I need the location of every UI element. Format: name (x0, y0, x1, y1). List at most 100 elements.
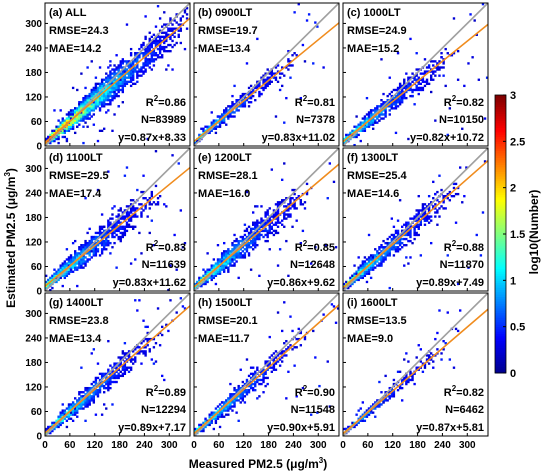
density-cell (82, 103, 85, 106)
density-cell (390, 105, 394, 108)
density-cell (69, 417, 73, 420)
density-cell (285, 209, 288, 212)
density-cell (71, 270, 75, 273)
density-cell (69, 403, 73, 406)
density-cell (361, 413, 365, 416)
density-cell (469, 13, 472, 16)
density-cell (272, 360, 276, 363)
density-cell (125, 368, 129, 371)
colorbar-segment (495, 238, 506, 242)
density-cell (115, 94, 118, 98)
density-cell (417, 92, 420, 96)
density-cell (266, 211, 269, 214)
density-cell (123, 70, 127, 73)
density-cell (438, 60, 441, 63)
colorbar-segment (495, 352, 506, 355)
density-cell (369, 121, 373, 124)
density-cell (293, 205, 296, 208)
density-cell (396, 389, 400, 392)
density-cell (216, 415, 220, 418)
density-cell (113, 225, 116, 228)
density-cell (432, 360, 435, 363)
density-cell (74, 117, 77, 120)
density-cell (417, 211, 420, 214)
density-cell (264, 370, 267, 373)
density-cell (86, 117, 89, 120)
density-cell (107, 84, 110, 88)
density-cell (55, 129, 58, 132)
density-cell (382, 113, 385, 116)
density-cell (214, 131, 218, 135)
colorbar-segment (495, 169, 506, 172)
density-cell (100, 213, 104, 216)
density-cell (134, 207, 137, 210)
density-cell (233, 239, 236, 243)
colorbar-segment (495, 370, 506, 374)
density-cell (411, 94, 414, 98)
density-cell (332, 305, 336, 308)
y-tick-label: 180 (25, 68, 42, 79)
density-cell (328, 405, 332, 408)
density-cell (80, 115, 83, 118)
density-cell (235, 389, 238, 392)
y-tick-label: 0 (36, 287, 42, 298)
density-cell (140, 215, 143, 218)
density-cell (351, 276, 354, 280)
density-cell (115, 215, 118, 218)
density-cell (401, 382, 404, 386)
density-cell (276, 360, 280, 363)
density-cell (136, 188, 139, 192)
density-cell (103, 372, 106, 376)
density-cell (291, 64, 294, 67)
density-cell (343, 137, 346, 141)
density-cell (146, 62, 149, 65)
density-cell (98, 227, 102, 231)
density-cell (53, 272, 56, 275)
density-cell (413, 237, 416, 241)
density-cell (285, 239, 288, 243)
density-cell (241, 237, 245, 241)
density-cell (405, 229, 408, 233)
density-cell (427, 215, 431, 218)
r2-prefix: R (444, 97, 452, 109)
density-cell (98, 241, 102, 245)
density-cell (63, 129, 67, 132)
density-cell (47, 135, 50, 139)
density-cell (113, 376, 116, 380)
density-cell (98, 99, 102, 102)
density-cell (175, 311, 178, 314)
colorbar-segment (495, 338, 506, 341)
density-cell (134, 348, 137, 351)
density-cell (388, 235, 391, 239)
colorbar-segment (495, 266, 506, 270)
density-cell (407, 78, 410, 81)
n-label: N=12648 (290, 259, 335, 271)
density-cell (413, 217, 416, 220)
density-cell (78, 115, 81, 118)
density-cell (367, 260, 371, 263)
density-cell (415, 213, 418, 216)
density-cell (252, 389, 255, 392)
density-cell (413, 78, 416, 81)
density-cell (94, 99, 98, 102)
density-cell (98, 82, 102, 86)
density-cell (415, 233, 418, 237)
density-cell (349, 284, 352, 288)
density-cell (51, 274, 54, 277)
density-cell (109, 86, 112, 90)
density-cell (144, 346, 147, 349)
density-cell (148, 60, 151, 63)
x-tick-label: 120 (384, 440, 401, 451)
density-cell (357, 266, 360, 269)
density-cell (247, 105, 251, 108)
density-cell (129, 203, 133, 206)
density-cell (113, 223, 116, 226)
density-cell (245, 248, 249, 251)
density-cell (241, 397, 245, 400)
density-cell (287, 346, 290, 349)
density-cell (78, 101, 81, 104)
colorbar-tick-label: 2 (510, 183, 516, 195)
density-cell (268, 219, 271, 222)
x-tick-label: 120 (86, 440, 103, 451)
density-cell (237, 399, 240, 402)
